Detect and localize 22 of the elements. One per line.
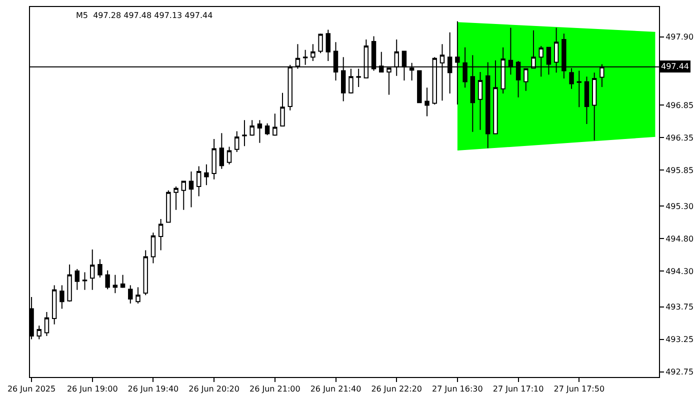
y-tick-label: 493.75 (666, 302, 694, 312)
y-tick-label: 493.25 (666, 335, 694, 344)
x-tick-label: 26 Jun 19:00 (66, 384, 118, 394)
y-tick-label: 492.75 (666, 368, 694, 377)
y-tick-label: 494.30 (666, 266, 694, 276)
y-tick-label: 495.30 (666, 202, 694, 211)
x-tick-label: 27 Jun 17:10 (492, 384, 544, 394)
y-tick-label: 495.85 (666, 166, 694, 176)
y-tick-label: 494.80 (666, 234, 694, 244)
x-tick-label: 26 Jun 19:40 (128, 384, 179, 394)
x-tick-label: 26 Jun 21:00 (249, 384, 300, 394)
text: M5 497.28 497.48 497.13 497.44 (76, 11, 213, 20)
x-tick-label: 27 Jun 16:30 (432, 384, 483, 394)
x-tick-label: 26 Jun 21:40 (310, 384, 362, 394)
ref-line-label: 497.44 (661, 62, 689, 71)
x-tick-label: 26 Jun 20:20 (188, 384, 240, 394)
x-tick-label: 26 Jun 22:20 (371, 384, 422, 394)
x-tick-label: 26 Jun 2025 (7, 384, 56, 394)
y-tick-label: 497.90 (666, 32, 694, 42)
x-tick-label: 27 Jun 17:50 (554, 384, 605, 394)
y-tick-label: 496.35 (666, 134, 694, 142)
y-tick-label: 496.85 (666, 100, 694, 110)
